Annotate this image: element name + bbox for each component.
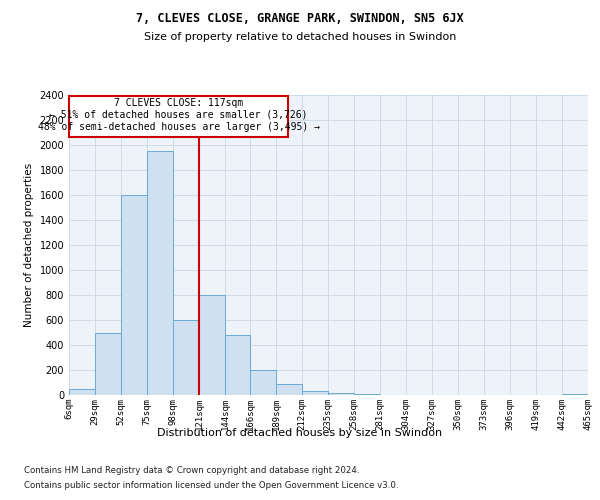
Y-axis label: Number of detached properties: Number of detached properties xyxy=(24,163,34,327)
Text: 7, CLEVES CLOSE, GRANGE PARK, SWINDON, SN5 6JX: 7, CLEVES CLOSE, GRANGE PARK, SWINDON, S… xyxy=(136,12,464,26)
Bar xyxy=(225,335,250,395)
Text: Contains public sector information licensed under the Open Government Licence v3: Contains public sector information licen… xyxy=(24,481,398,490)
Bar xyxy=(95,332,121,395)
Bar xyxy=(302,391,328,395)
Text: ← 51% of detached houses are smaller (3,726): ← 51% of detached houses are smaller (3,… xyxy=(49,110,308,120)
Bar xyxy=(354,394,380,395)
Bar xyxy=(69,389,95,395)
FancyBboxPatch shape xyxy=(69,96,289,137)
Text: 48% of semi-detached houses are larger (3,495) →: 48% of semi-detached houses are larger (… xyxy=(38,122,320,132)
Bar xyxy=(173,320,199,395)
Text: Size of property relative to detached houses in Swindon: Size of property relative to detached ho… xyxy=(144,32,456,42)
Bar xyxy=(562,394,588,395)
Bar xyxy=(147,151,173,395)
Text: Distribution of detached houses by size in Swindon: Distribution of detached houses by size … xyxy=(157,428,443,438)
Bar xyxy=(250,370,276,395)
Text: Contains HM Land Registry data © Crown copyright and database right 2024.: Contains HM Land Registry data © Crown c… xyxy=(24,466,359,475)
Bar xyxy=(121,195,147,395)
Bar xyxy=(199,295,225,395)
Bar xyxy=(276,384,302,395)
Text: 7 CLEVES CLOSE: 117sqm: 7 CLEVES CLOSE: 117sqm xyxy=(114,98,244,108)
Bar xyxy=(328,392,354,395)
